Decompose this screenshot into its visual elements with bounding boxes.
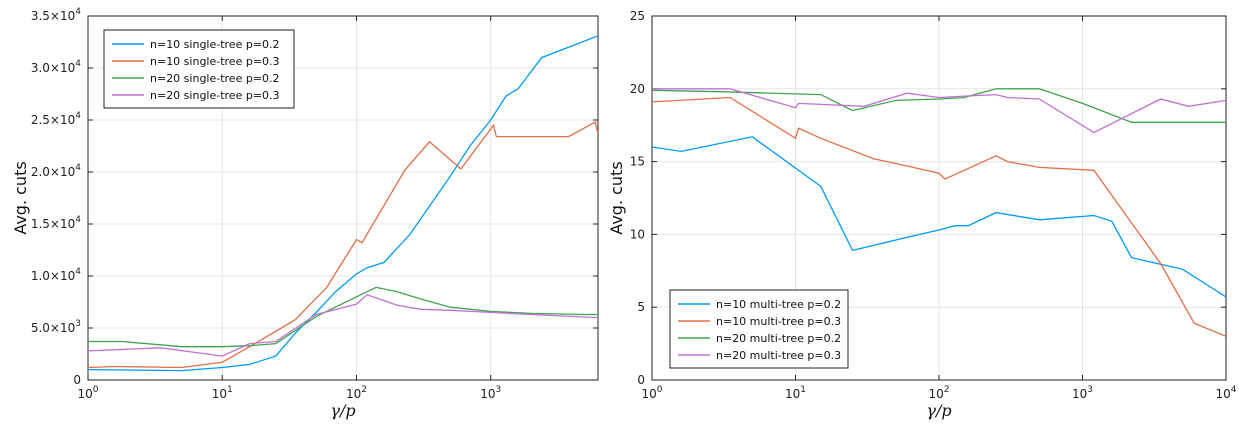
y-tick-label: 5 [637, 300, 645, 314]
y-tick-label: 2.0×104 [31, 163, 81, 179]
y-tick-exp: 4 [75, 111, 81, 121]
y-tick-mantissa: 25 [630, 9, 645, 23]
x-tick-exp: 3 [1087, 385, 1093, 395]
y-axis-label: Avg. cuts [11, 161, 30, 234]
y-tick-mantissa: 3.0×10 [31, 61, 75, 75]
x-tick-base: 10 [212, 387, 227, 401]
x-tick-exp: 4 [1231, 385, 1237, 395]
x-tick-label: 104 [1215, 385, 1236, 401]
x-tick-base: 10 [785, 387, 800, 401]
y-tick-mantissa: 0 [637, 373, 645, 387]
y-tick-mantissa: 2.0×10 [31, 165, 75, 179]
series-line-3 [652, 88, 1226, 123]
y-tick-mantissa: 0 [73, 373, 81, 387]
y-tick-mantissa: 1.5×10 [31, 217, 75, 231]
y-tick-mantissa: 15 [630, 155, 645, 169]
y-tick-label: 2.5×104 [31, 111, 81, 127]
left-chart: 100 101 102 10305.0×1031.0×1041.5×1042.0×10… [11, 7, 599, 420]
x-tick-exp: 0 [657, 385, 663, 395]
y-tick-mantissa: 1.0×10 [31, 269, 75, 283]
series-line-3 [88, 286, 598, 348]
legend-label: n=20 multi-tree p=0.2 [716, 332, 841, 345]
x-tick-label: 101 [785, 385, 806, 401]
y-tick-label: 1.5×104 [31, 215, 81, 231]
y-tick-exp: 4 [75, 163, 81, 173]
x-tick-label: 101 [212, 385, 233, 401]
y-tick-label: 10 [630, 227, 645, 241]
plot-frame [87, 15, 599, 381]
y-tick-label: 25 [630, 9, 645, 23]
x-tick-label: 103 [1072, 385, 1093, 401]
x-tick-label: 100 [641, 385, 662, 401]
y-tick-mantissa: 10 [630, 227, 645, 241]
y-tick-label: 1.0×104 [31, 267, 81, 283]
x-tick-exp: 0 [93, 385, 99, 395]
x-tick-base: 10 [641, 387, 656, 401]
x-tick-label: 100 [77, 385, 98, 401]
y-tick-label: 3.0×104 [31, 59, 81, 75]
y-tick-label: 3.5×104 [31, 7, 81, 23]
series-line-2 [88, 121, 598, 369]
series-line-4 [88, 293, 598, 357]
x-tick-base: 10 [346, 387, 361, 401]
y-tick-label: 20 [630, 82, 645, 96]
x-axis-label: γ/p [330, 401, 355, 420]
y-tick-exp: 4 [75, 267, 81, 277]
x-tick-exp: 1 [227, 385, 233, 395]
x-tick-exp: 1 [800, 385, 806, 395]
legend-label: n=10 multi-tree p=0.3 [716, 315, 841, 328]
y-tick-label: 0 [73, 373, 81, 387]
y-tick-exp: 3 [75, 319, 81, 329]
y-tick-exp: 4 [75, 215, 81, 225]
x-tick-base: 10 [77, 387, 92, 401]
x-tick-label: 102 [346, 385, 367, 401]
y-tick-mantissa: 3.5×10 [31, 9, 75, 23]
legend-label: n=20 multi-tree p=0.3 [716, 349, 841, 362]
x-tick-label: 103 [480, 385, 501, 401]
x-tick-base: 10 [1072, 387, 1087, 401]
series-line-1 [88, 35, 598, 372]
y-tick-label: 0 [637, 373, 645, 387]
y-tick-exp: 4 [75, 59, 81, 69]
x-axis-label: γ/p [926, 401, 951, 420]
x-tick-base: 10 [928, 387, 943, 401]
y-tick-label: 15 [630, 155, 645, 169]
legend-label: n=10 multi-tree p=0.2 [716, 298, 841, 311]
series-line-1 [652, 136, 1226, 298]
x-tick-exp: 2 [361, 385, 367, 395]
y-tick-label: 5.0×103 [31, 319, 81, 335]
x-tick-base: 10 [1215, 387, 1230, 401]
y-tick-mantissa: 5 [637, 300, 645, 314]
legend-label: n=20 single-tree p=0.3 [150, 89, 280, 102]
series-line-4 [652, 88, 1226, 134]
x-tick-label: 102 [928, 385, 949, 401]
y-tick-mantissa: 2.5×10 [31, 113, 75, 127]
y-tick-mantissa: 20 [630, 82, 645, 96]
y-tick-mantissa: 5.0×10 [31, 321, 75, 335]
series-line-2 [652, 96, 1226, 337]
x-tick-base: 10 [480, 387, 495, 401]
legend-label: n=10 single-tree p=0.3 [150, 55, 280, 68]
x-tick-exp: 3 [495, 385, 501, 395]
legend-label: n=20 single-tree p=0.2 [150, 72, 280, 85]
y-tick-exp: 4 [75, 7, 81, 17]
y-axis-label: Avg. cuts [607, 161, 626, 234]
x-tick-exp: 2 [944, 385, 950, 395]
legend-label: n=10 single-tree p=0.2 [150, 38, 280, 51]
